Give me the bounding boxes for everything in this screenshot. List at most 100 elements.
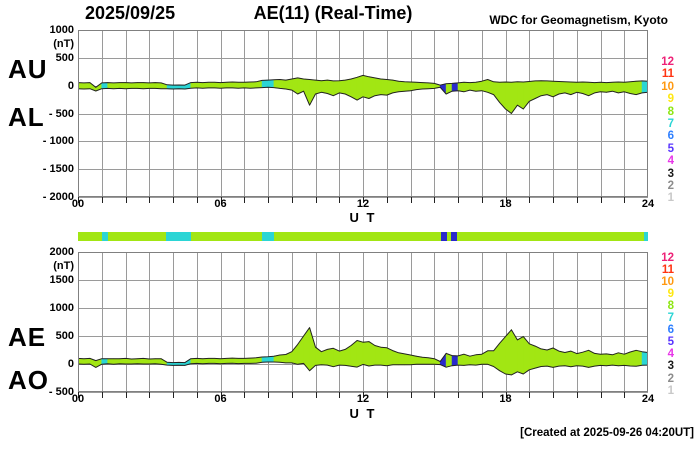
band-segment [505,329,512,376]
legend-count-6: 6 [667,130,674,143]
band-segment [475,80,483,92]
bar-segment-green [273,232,442,241]
legend-count-1: 1 [667,192,674,205]
y-tick-label: 500 [55,51,74,64]
band-segment [635,349,643,367]
x-tick-label: 12 [356,198,370,210]
band-segment [422,356,429,365]
band-segment [154,358,162,365]
band-segment [600,353,607,367]
ao-axis-label: AO [8,365,49,395]
legend-count-9: 9 [667,288,674,301]
band-segment [113,82,120,90]
plot-date: 2025/09/25 [85,3,176,23]
x-tick-label: 06 [214,393,227,405]
ae-axis-label: AE [8,322,47,352]
unit-label-top: (nT) [53,38,74,50]
legend-count-8: 8 [667,105,674,118]
band-segment [582,349,589,368]
legend-count-5: 5 [667,142,674,155]
legend-count-11: 11 [661,68,674,81]
band-segment [416,82,423,90]
band-segment [558,81,566,95]
unit-label-bottom: (nT) [53,260,74,272]
band-segment [202,358,209,365]
band-segment [243,81,251,89]
band-segment [356,340,364,368]
legend-count-10: 10 [661,276,674,289]
band-segment [273,79,281,89]
y-tick-label: - 1000 [42,135,74,148]
band-segment [131,358,138,365]
band-segment [220,358,227,365]
band-segment [101,82,108,90]
band-segment [546,347,554,368]
legend-count-10: 10 [661,80,674,93]
band-segment [137,82,144,90]
y-tick-label: 1000 [49,302,74,314]
band-segment [374,77,382,97]
ae-curve [78,327,648,364]
band-segment [119,82,126,90]
band-segment [214,358,221,365]
band-segment [404,353,411,366]
band-segment [226,357,233,364]
y-tick-label: 1500 [49,274,74,286]
band-segment [190,82,198,89]
band-segment [374,345,382,366]
legend-count-1: 1 [667,384,674,397]
band-segment [261,356,269,363]
bar-segment-cyan [165,232,191,241]
band-segment [327,347,334,368]
band-segment [475,353,483,366]
band-segment [517,81,524,110]
band-segment [576,81,583,94]
band-segment [618,81,625,94]
band-segment [107,82,114,90]
x-tick-label: 12 [356,393,370,405]
band-segment [635,80,643,95]
legend-count-3: 3 [667,360,674,373]
band-segment [606,82,613,93]
band-segment [404,81,411,92]
band-segment [202,82,209,89]
plot-border [78,30,648,197]
band-segment [517,336,524,375]
band-segment [315,79,322,95]
band-segment [338,79,346,95]
al-axis-label: AL [8,102,45,132]
band-segment [398,352,405,366]
band-segment [220,82,227,89]
bottom-panel-ae-ao-chart [78,252,648,398]
x-tick-label: 24 [641,198,655,210]
y-tick-label: 1000 [49,24,74,36]
band-segment [208,358,215,364]
band-segment [350,76,358,101]
band-segment [238,358,245,364]
band-segment [558,350,566,367]
legend-count-3: 3 [667,167,674,180]
band-segment [154,82,162,90]
band-segment [238,82,245,89]
band-segment [594,353,601,367]
x-tick-label: 00 [71,198,85,210]
y-tick-label: - 2000 [42,191,74,203]
y-tick-label: - 500 [48,386,74,398]
band-segment [338,349,346,366]
band-segment [107,358,114,365]
band-segment [261,79,269,88]
band-segment [196,358,203,365]
band-segment [249,81,257,89]
x-tick-label: 18 [499,198,512,210]
band-segment [422,82,429,90]
band-segment [119,358,126,365]
y-tick-label: - 500 [48,107,74,120]
au-curve [78,74,648,88]
band-segment [362,341,370,367]
y-tick-label: 0 [67,79,74,92]
y-tick-label: 2000 [49,246,74,258]
legend-count-2: 2 [667,180,674,192]
band-segment [190,358,198,365]
plot-title: AE(11) (Real-Time) [253,3,413,23]
band-segment [214,82,221,89]
